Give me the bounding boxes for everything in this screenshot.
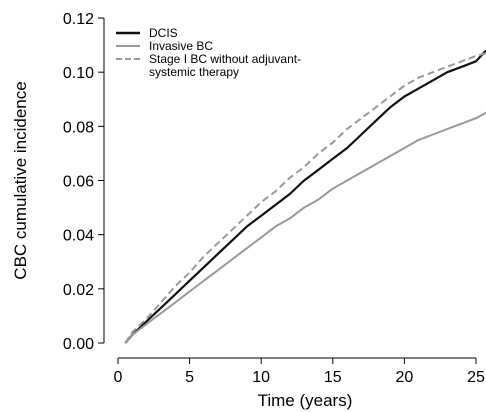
y-tick-label: 0.12 bbox=[63, 11, 94, 28]
x-axis-title: Time (years) bbox=[258, 391, 353, 410]
legend-label-0: DCIS bbox=[149, 26, 178, 40]
y-tick-label: 0.00 bbox=[63, 336, 94, 353]
legend-label-1: Invasive BC bbox=[149, 39, 213, 53]
series-line-0 bbox=[124, 49, 486, 344]
x-tick-label: 20 bbox=[395, 369, 413, 386]
legend-label-2: Stage I BC without adjuvant- bbox=[149, 52, 301, 66]
series-line-1 bbox=[124, 111, 486, 344]
y-tick-label: 0.08 bbox=[63, 119, 94, 136]
y-tick-label: 0.04 bbox=[63, 228, 94, 245]
x-tick-label: 0 bbox=[114, 369, 123, 386]
legend-label-2: systemic therapy bbox=[149, 65, 239, 79]
series-lines bbox=[124, 49, 486, 344]
x-tick-label: 25 bbox=[467, 369, 485, 386]
y-tick-label: 0.10 bbox=[63, 65, 94, 82]
series-line-2 bbox=[124, 52, 486, 344]
x-tick-label: 5 bbox=[185, 369, 194, 386]
x-tick-label: 15 bbox=[324, 369, 342, 386]
x-tick-label: 10 bbox=[252, 369, 270, 386]
y-axis-title: CBC cumulative incidence bbox=[11, 81, 30, 279]
y-tick-label: 0.02 bbox=[63, 282, 94, 299]
axes: 0.00 0.02 0.04 0.06 0.08 0.10 0.12 0 5 10 15 20 25 bbox=[63, 11, 485, 386]
y-tick-label: 0.06 bbox=[63, 174, 94, 191]
